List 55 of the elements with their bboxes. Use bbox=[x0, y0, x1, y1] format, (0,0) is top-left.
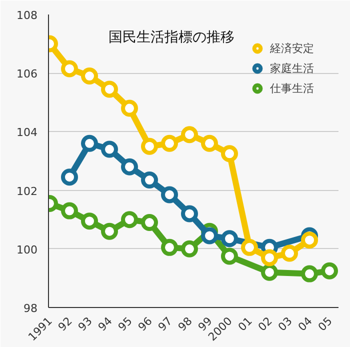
point bbox=[261, 264, 278, 281]
point bbox=[121, 211, 138, 228]
point bbox=[61, 60, 78, 78]
point bbox=[161, 186, 178, 204]
point bbox=[161, 238, 178, 256]
point bbox=[101, 80, 118, 98]
x-tick-label: 01 bbox=[236, 314, 255, 334]
legend-label: 家庭生活 bbox=[270, 60, 314, 76]
text: 国民生活指標の推移 bbox=[108, 30, 234, 46]
y-tick-label: 108 bbox=[16, 9, 38, 22]
legend-label: 仕事生活 bbox=[270, 80, 314, 96]
x-tick-label: 92 bbox=[56, 314, 75, 334]
point bbox=[161, 134, 178, 152]
y-tick-label: 104 bbox=[16, 126, 38, 140]
point bbox=[101, 222, 118, 240]
point bbox=[141, 138, 158, 155]
x-tick-label: 02 bbox=[256, 314, 275, 334]
point bbox=[301, 265, 318, 282]
point bbox=[181, 240, 198, 258]
point bbox=[221, 145, 238, 162]
point bbox=[101, 140, 118, 158]
point bbox=[61, 168, 78, 186]
y-tick-label: 100 bbox=[16, 243, 38, 256]
point bbox=[221, 230, 238, 248]
point bbox=[81, 134, 98, 152]
x-tick-label: 05 bbox=[316, 314, 335, 334]
point bbox=[201, 134, 218, 152]
point bbox=[301, 232, 318, 249]
point bbox=[241, 238, 258, 256]
point bbox=[81, 68, 98, 85]
x-tick-label: 98 bbox=[176, 314, 195, 334]
y-tick-label: 106 bbox=[16, 68, 38, 81]
point bbox=[121, 100, 138, 117]
point bbox=[141, 214, 158, 232]
point bbox=[61, 202, 78, 220]
point bbox=[221, 248, 238, 265]
y-tick-label: 98 bbox=[24, 302, 38, 315]
x-tick-label: 93 bbox=[76, 314, 95, 334]
point bbox=[321, 262, 338, 280]
x-tick-label: 95 bbox=[116, 314, 135, 334]
point bbox=[181, 126, 198, 144]
x-tick-label: 96 bbox=[136, 314, 155, 334]
point bbox=[81, 212, 98, 230]
point bbox=[181, 205, 198, 222]
legend-label: 経済安定 bbox=[270, 40, 314, 56]
x-tick-label: 97 bbox=[156, 314, 175, 334]
x-tick-label: 03 bbox=[276, 314, 295, 334]
x-tick-label: 04 bbox=[296, 314, 315, 334]
point bbox=[141, 172, 158, 189]
point bbox=[281, 244, 298, 262]
point bbox=[201, 227, 218, 244]
point bbox=[121, 158, 138, 176]
y-tick-label: 102 bbox=[16, 184, 38, 198]
x-tick-label: 94 bbox=[96, 314, 115, 334]
point bbox=[261, 249, 278, 266]
